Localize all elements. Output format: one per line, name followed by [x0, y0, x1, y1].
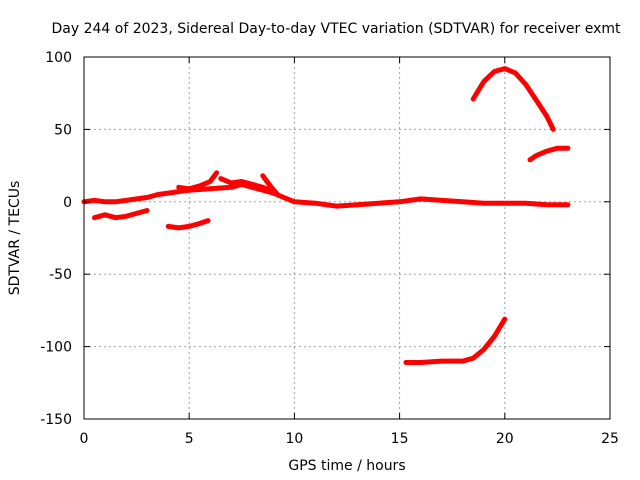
- series-track-4: [176, 170, 220, 192]
- series-track-7: [470, 66, 556, 132]
- series-track-2: [92, 208, 150, 221]
- series-track-8: [527, 145, 571, 163]
- x-tick-label: 5: [185, 431, 194, 447]
- y-tick-label: 0: [63, 195, 72, 211]
- x-tick-label: 10: [285, 431, 303, 447]
- x-tick-label: 0: [80, 431, 89, 447]
- y-axis-label: SDTVAR / TECUs: [7, 181, 23, 296]
- plot-frame: [83, 56, 611, 420]
- y-tick-label: -50: [49, 267, 72, 283]
- y-tick-label: -100: [40, 340, 72, 356]
- series-track-5: [218, 176, 276, 195]
- y-tick-label: 100: [45, 50, 72, 66]
- x-tick-label: 20: [496, 431, 514, 447]
- series-track-9: [403, 316, 508, 365]
- grid-lines: [84, 57, 610, 419]
- x-tick-label: 15: [391, 431, 409, 447]
- data-series: [81, 66, 571, 365]
- y-tick-label: -150: [40, 412, 72, 428]
- x-axis-label: GPS time / hours: [288, 458, 405, 474]
- y-tick-label: 50: [54, 122, 72, 138]
- series-track-3: [165, 218, 211, 231]
- series-track-1: [81, 181, 571, 209]
- axis-ticks: 0 5 10 15 20 25 -150 -100 -50 0 50 100: [40, 50, 619, 447]
- chart-title: Day 244 of 2023, Sidereal Day-to-day VTE…: [52, 21, 622, 37]
- series-track-6: [260, 173, 281, 198]
- x-tick-label: 25: [601, 431, 619, 447]
